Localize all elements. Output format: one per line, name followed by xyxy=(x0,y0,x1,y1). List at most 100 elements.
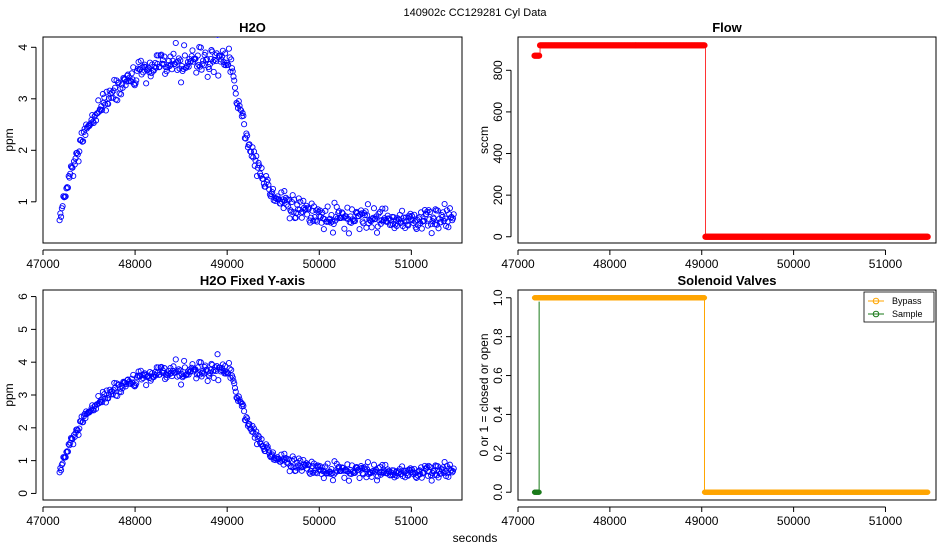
data-point xyxy=(128,375,135,382)
figure-x-label: seconds xyxy=(453,531,498,545)
data-point xyxy=(282,194,289,201)
data-point xyxy=(102,395,109,402)
y-tick-label: 0.2 xyxy=(491,445,505,462)
data-point xyxy=(232,90,239,97)
data-point xyxy=(143,382,150,389)
plot-area xyxy=(56,37,457,237)
data-point xyxy=(67,434,75,442)
data-point xyxy=(244,132,251,139)
data-point xyxy=(286,215,293,222)
data-point xyxy=(225,45,232,52)
data-point xyxy=(345,477,352,484)
data-point xyxy=(536,52,543,59)
data-point xyxy=(115,381,122,388)
data-point xyxy=(378,217,385,224)
x-tick-label: 50000 xyxy=(777,257,811,271)
data-point xyxy=(61,193,68,200)
data-point xyxy=(329,477,337,484)
y-tick-label: 600 xyxy=(491,102,505,122)
x-tick-label: 49000 xyxy=(210,514,244,528)
data-point xyxy=(701,42,708,49)
data-point xyxy=(427,464,434,471)
data-point xyxy=(203,57,210,64)
plot-area xyxy=(531,42,931,240)
data-point xyxy=(315,208,322,215)
data-point xyxy=(361,466,368,473)
plot-frame xyxy=(517,36,937,244)
data-point xyxy=(243,414,250,421)
data-point xyxy=(70,158,78,165)
data-point xyxy=(274,193,281,200)
y-tick-label: 4 xyxy=(16,359,30,366)
data-point xyxy=(155,364,162,371)
data-point xyxy=(312,217,319,224)
plot-frame xyxy=(517,289,937,501)
data-point xyxy=(291,456,298,463)
y-tick-label: 0 xyxy=(16,490,30,497)
data-point xyxy=(58,213,65,220)
data-point xyxy=(71,161,78,168)
y-tick-label: 6 xyxy=(16,293,30,300)
data-point xyxy=(56,217,63,224)
data-point xyxy=(370,461,378,468)
data-point xyxy=(924,233,931,240)
data-point xyxy=(67,163,75,170)
data-point xyxy=(445,473,452,480)
data-point xyxy=(404,221,411,228)
y-tick-label: 4 xyxy=(16,44,30,51)
x-tick-label: 49000 xyxy=(685,257,719,271)
data-point xyxy=(212,58,220,65)
data-point xyxy=(319,209,326,216)
data-point xyxy=(269,185,277,192)
data-point xyxy=(219,53,226,60)
data-point xyxy=(305,205,312,213)
data-point xyxy=(200,57,207,64)
data-point xyxy=(449,469,456,476)
x-tick-label: 50000 xyxy=(303,257,337,271)
data-point xyxy=(157,52,164,59)
data-point xyxy=(329,470,336,477)
data-point xyxy=(424,222,431,229)
data-point xyxy=(265,181,272,188)
y-tick-label: 3 xyxy=(16,391,30,398)
legend-label: Bypass xyxy=(892,296,922,306)
legend: Bypass Sample xyxy=(863,291,935,323)
data-point xyxy=(351,218,359,225)
data-point xyxy=(362,208,369,215)
data-point xyxy=(181,357,188,364)
data-point xyxy=(181,42,188,49)
chart-panel-h2o: H2O ppm 47000 48000 49000 50000 51000 1 2 3 4 xyxy=(2,20,463,271)
data-point xyxy=(214,351,221,358)
data-point xyxy=(402,214,409,221)
data-point xyxy=(434,207,441,214)
data-point xyxy=(356,226,363,233)
panel-title: Solenoid Valves xyxy=(678,273,777,288)
data-point xyxy=(228,366,235,373)
data-point xyxy=(161,53,168,60)
data-point xyxy=(194,364,201,371)
data-point xyxy=(163,68,170,75)
data-point xyxy=(925,489,931,495)
data-point xyxy=(128,70,135,77)
data-point xyxy=(389,221,397,228)
data-point xyxy=(229,374,236,381)
x-tick-label: 49000 xyxy=(685,514,719,528)
data-point xyxy=(177,367,184,374)
data-point xyxy=(374,473,381,480)
chart-panel-valves: Solenoid Valves 0 or 1 = closed or open 47… xyxy=(477,273,937,528)
data-point xyxy=(66,174,73,181)
data-point xyxy=(298,214,305,221)
data-point xyxy=(118,389,125,396)
data-point xyxy=(250,148,258,155)
legend-marker xyxy=(872,297,880,305)
data-point xyxy=(297,457,304,464)
data-point xyxy=(258,436,265,443)
data-point xyxy=(158,363,165,370)
data-point xyxy=(108,388,116,395)
panel-title: Flow xyxy=(712,20,742,35)
data-point xyxy=(290,209,297,216)
data-point xyxy=(184,62,191,69)
data-point xyxy=(446,461,453,468)
